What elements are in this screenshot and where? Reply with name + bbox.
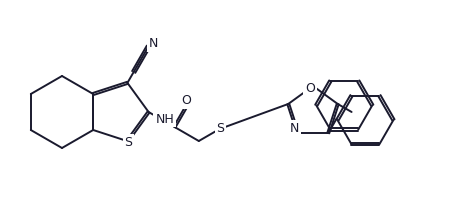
- Text: NH: NH: [155, 112, 174, 125]
- Text: O: O: [305, 81, 315, 95]
- Text: O: O: [182, 94, 191, 107]
- Text: S: S: [124, 136, 133, 149]
- Text: N: N: [290, 121, 299, 135]
- Text: S: S: [217, 121, 225, 134]
- Text: N: N: [149, 37, 158, 50]
